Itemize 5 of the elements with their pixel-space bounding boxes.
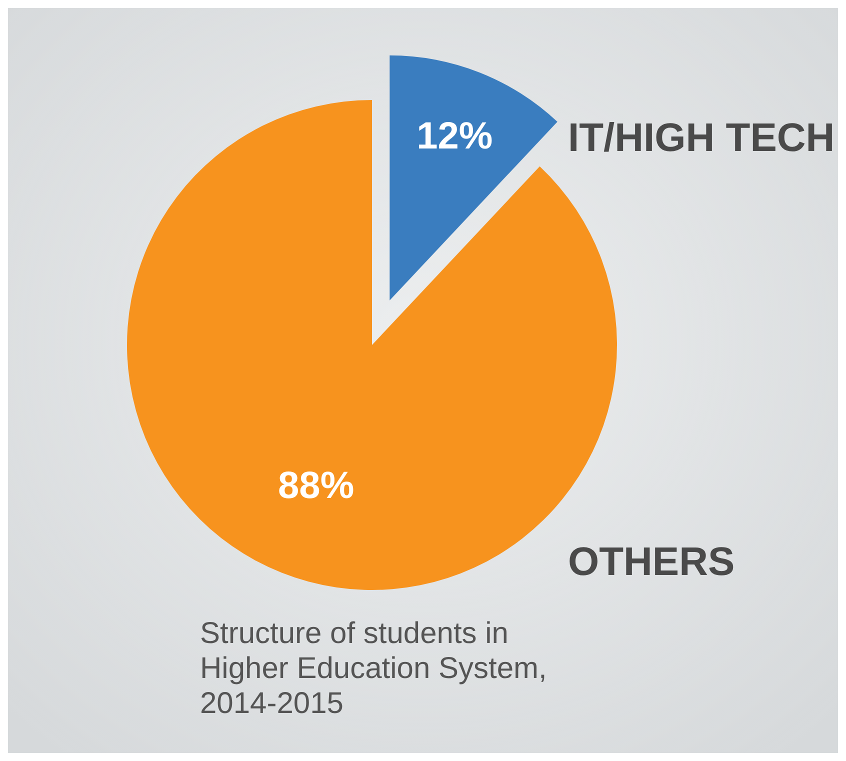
slice-label: OTHERS: [568, 540, 735, 584]
data-label: 12%: [416, 115, 493, 158]
data-label: 88%: [278, 465, 354, 508]
slice-label: IT/HIGH TECH: [568, 116, 835, 160]
text: Structure of students in Higher Education System, 2014-2015: [200, 617, 547, 720]
